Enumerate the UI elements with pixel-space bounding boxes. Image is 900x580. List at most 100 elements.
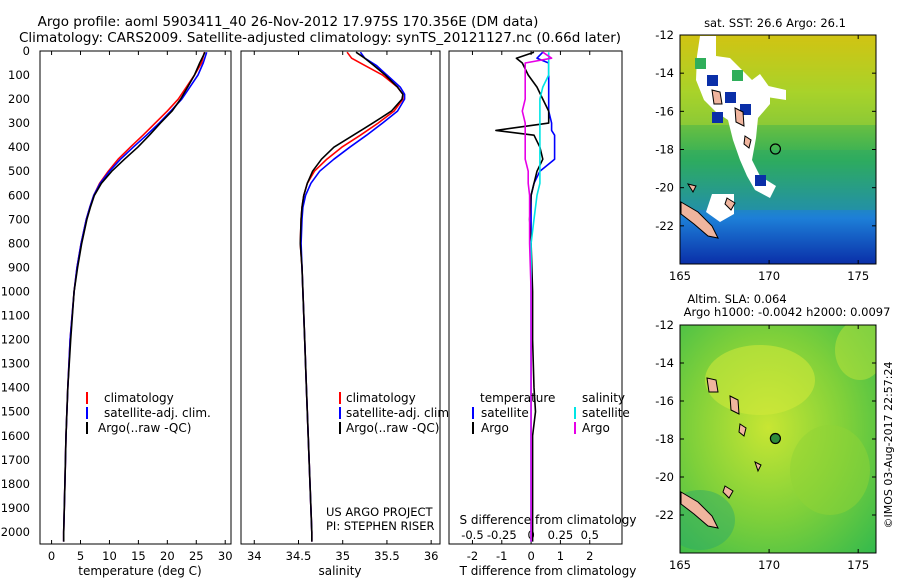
depth-tick-label: 500 (8, 164, 30, 178)
salinity-x-axis: 34 34.5 35 35.5 36 (247, 51, 439, 563)
land-new-caledonia (680, 491, 719, 529)
figure-title-line2: Climatology: CARS2009. Satellite-adjuste… (19, 30, 621, 46)
land-island (754, 461, 762, 473)
difference-legend: temperature salinity satellite Argo sate… (472, 391, 630, 435)
temperature-x-tick-label: 30 (218, 549, 233, 563)
legend-salinity-satellite: satellite (582, 406, 630, 420)
depth-tick-label: 1000 (1, 284, 30, 298)
difference-x-tick-label: 2 (586, 549, 593, 563)
sla-map-panel: Altim. SLA: 0.064 Argo h1000: -0.0042 h2… (655, 292, 890, 572)
sst-pixel (712, 112, 723, 123)
depth-tick-label: 1600 (1, 429, 30, 443)
difference-secondary-tick-label: 0.5 (581, 528, 599, 542)
legend-temperature-argo: Argo (481, 421, 509, 435)
difference-x-tick-label: -2 (467, 549, 478, 563)
land-island (743, 135, 752, 149)
legend-salinity-argo: Argo (582, 421, 610, 435)
map-lat-tick-label: -18 (655, 143, 674, 157)
legend-header-salinity: salinity (582, 391, 625, 405)
temperature-x-label: temperature (deg C) (78, 564, 201, 578)
salinity-legend-satellite: satellite-adj. clim. (346, 406, 453, 420)
land-island (724, 197, 736, 211)
temperature-legend: climatology satellite-adj. clim. Argo(..… (86, 391, 211, 435)
map-lat-tick-label: -14 (655, 356, 674, 370)
project-credit-line2: PI: STEPHEN RISER (326, 519, 435, 533)
temperature-legend-argo: Argo(..raw -QC) (98, 421, 191, 435)
depth-axis: 0 100 200 300 400 500 600 700 800 900 1000 1100 1200… (1, 44, 622, 539)
temperature-series-argo-raw-qc- (62, 51, 206, 542)
depth-tick-label: 300 (8, 116, 30, 130)
map-lon-tick-label: 165 (669, 558, 691, 572)
salinity-legend-climatology: climatology (346, 391, 416, 405)
salinity-x-tick-label: 34.5 (286, 549, 312, 563)
land-island (734, 107, 745, 127)
legend-header-temperature: temperature (480, 391, 555, 405)
depth-tick-label: 700 (8, 212, 30, 226)
salinity-legend: climatology satellite-adj. clim. Argo(..… (339, 391, 453, 435)
sst-map-panel: sat. SST: 26.6 Argo: 26.1 (655, 16, 877, 283)
sst-pixel (707, 75, 718, 86)
map-lat-tick-label: -18 (655, 432, 674, 446)
map-lat-tick-label: -14 (655, 66, 674, 80)
map-lat-tick-label: -20 (655, 181, 674, 195)
salinity-panel: 34 34.5 35 35.5 36 salinity climatology sate… (240, 50, 453, 578)
legend-temperature-satellite: satellite (481, 406, 529, 420)
sst-pixel (740, 104, 751, 115)
land-island (711, 89, 723, 105)
land-island (729, 395, 740, 415)
project-credit-line1: US ARGO PROJECT (326, 505, 434, 519)
sst-pixel (755, 175, 766, 186)
argo-float-marker (769, 432, 782, 445)
sst-pixel (695, 58, 706, 69)
sla-map-axes: 165 170 175 -12 -14 -16 -18 -20 -22 (655, 318, 876, 572)
land-island (706, 377, 719, 393)
salinity-x-tick-label: 36 (424, 549, 439, 563)
temperature-x-tick-label: 0 (48, 549, 55, 563)
sst-pixel (732, 70, 743, 81)
temperature-legend-climatology: climatology (104, 391, 174, 405)
land-island (686, 183, 697, 194)
difference-secondary-tick-label: 0.25 (548, 528, 574, 542)
depth-tick-label: 600 (8, 188, 30, 202)
salinity-legend-argo: Argo(..raw -QC) (346, 421, 439, 435)
map-lon-tick-label: 175 (847, 269, 869, 283)
sst-map-title: sat. SST: 26.6 Argo: 26.1 (704, 16, 846, 30)
depth-tick-label: 400 (8, 140, 30, 154)
map-lat-tick-label: -16 (655, 394, 674, 408)
depth-tick-label: 1400 (1, 381, 30, 395)
difference-secondary-tick-label: -0.25 (487, 528, 517, 542)
depth-tick-label: 1100 (1, 309, 30, 323)
difference-secondary-label: S difference from climatology (460, 513, 637, 527)
difference-series-salinity-argo (521, 51, 553, 542)
salinity-x-tick-label: 35.5 (374, 549, 400, 563)
land-island (722, 485, 734, 499)
difference-panel: -2 -1 0 1 2-0.5 -0.25 0 0.25 0.5 T difference fr… (448, 50, 637, 578)
difference-x-tick-label: 0 (527, 549, 534, 563)
difference-x-axis: -2 -1 0 1 2-0.5 -0.25 0 0.25 0.5 (461, 51, 599, 563)
argo-float-marker (769, 143, 782, 155)
depth-tick-label: 900 (8, 260, 30, 274)
temperature-panel: 0 5 10 15 20 25 30 temperature (deg C) climato… (39, 50, 233, 578)
figure-title-line1: Argo profile: aoml 5903411_40 26-Nov-201… (38, 14, 539, 30)
temperature-x-tick-label: 10 (102, 549, 117, 563)
sla-map-subtitle: Argo h1000: -0.0042 h2000: 0.0097 (684, 305, 891, 319)
salinity-x-tick-label: 35 (335, 549, 350, 563)
difference-x-tick-label: 1 (557, 549, 564, 563)
depth-tick-label: 1800 (1, 477, 30, 491)
map-lon-tick-label: 175 (847, 558, 869, 572)
map-lat-tick-label: -20 (655, 470, 674, 484)
map-lon-tick-label: 170 (758, 558, 780, 572)
depth-tick-label: 800 (8, 236, 30, 250)
map-lat-tick-label: -12 (655, 318, 674, 332)
sst-map-axes: 165 170 175 -12 -14 -16 -18 -20 -22 (655, 28, 876, 283)
map-lat-tick-label: -12 (655, 28, 674, 42)
depth-tick-label: 100 (8, 68, 30, 82)
imos-credit: ©IMOS 03-Aug-2017 22:57:24 (882, 362, 895, 529)
map-lon-tick-label: 170 (758, 269, 780, 283)
depth-tick-label: 1200 (1, 333, 30, 347)
salinity-series-argo-raw-qc- (299, 51, 404, 542)
depth-tick-label: 1300 (1, 357, 30, 371)
depth-tick-label: 200 (8, 92, 30, 106)
map-lon-tick-label: 165 (669, 269, 691, 283)
